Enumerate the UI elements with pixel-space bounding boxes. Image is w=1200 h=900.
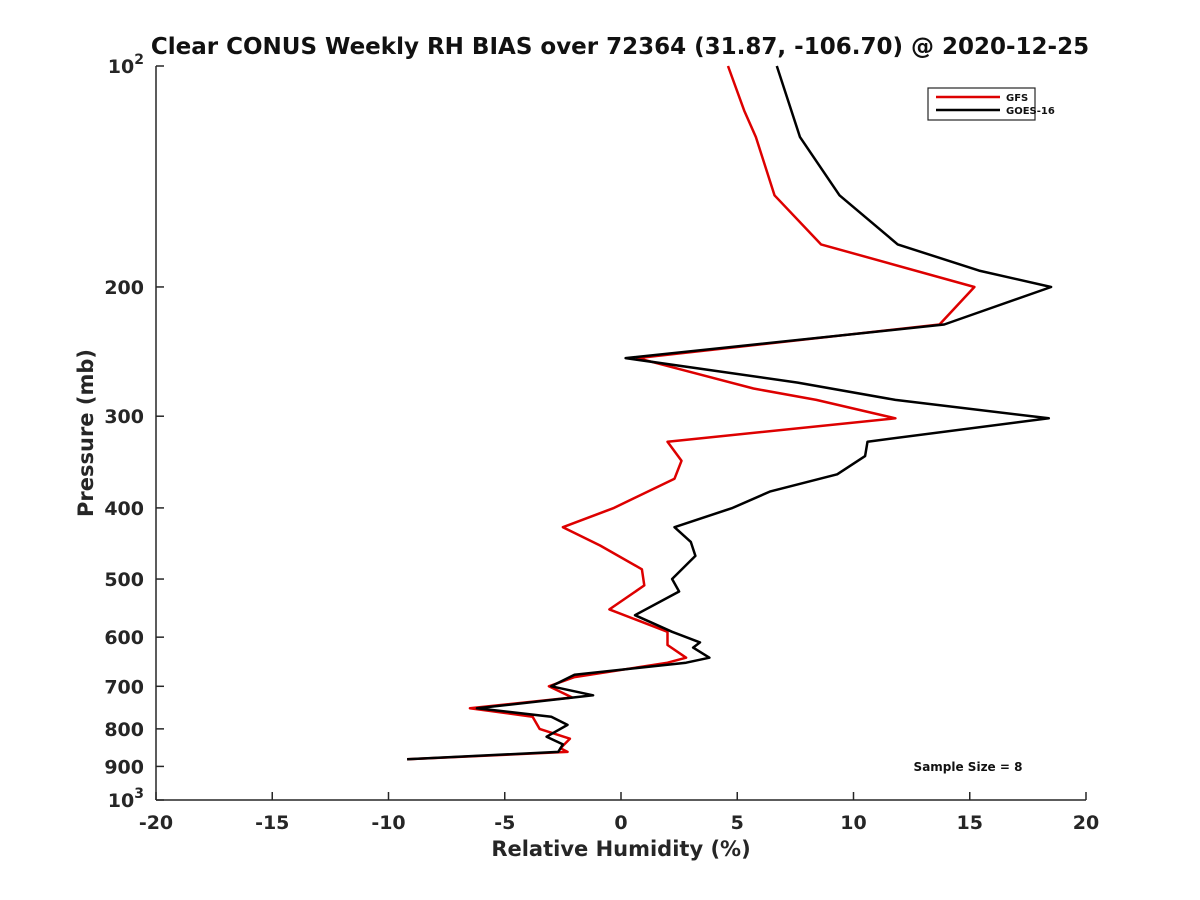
x-tick-label: -20 [139,812,173,834]
y-tick-label: 500 [104,569,144,591]
series-line-gfs [407,65,976,761]
legend-box [927,87,1036,121]
series-layer [407,65,1053,761]
chart-title: Clear CONUS Weekly RH BIAS over 72364 (3… [151,34,1089,60]
y-tick-label: 800 [104,719,144,741]
y-tick-label: 600 [104,627,144,649]
series-line-goes-16 [407,65,1053,761]
y-ticks: 102 200 300 400 500 600 700 800 900 103 [104,52,164,812]
y-axis-label: Pressure (mb) [74,349,98,517]
y-tick-label: 900 [104,756,144,778]
x-tick-label: 0 [614,812,627,834]
legend-gfs-label: GFS [1006,93,1028,104]
x-ticks: -20 -15 -10 -5 0 5 10 15 20 [139,792,1099,834]
plot-axes [155,66,1086,801]
y-tick-label: 300 [104,406,144,428]
y-tick-label: 103 [108,786,144,812]
x-tick-label: -10 [371,812,405,834]
x-tick-label: 15 [957,812,983,834]
x-tick-label: -5 [494,812,515,834]
x-tick-label: 5 [731,812,744,834]
y-tick-label: 700 [104,676,144,698]
legend-goes16-label: GOES-16 [1006,106,1055,117]
x-tick-label: -15 [255,812,289,834]
x-tick-label: 20 [1073,812,1099,834]
y-tick-label: 200 [104,277,144,299]
y-tick-label: 102 [108,52,144,78]
legend: GFS GOES-16 [927,87,1055,121]
x-axis-label: Relative Humidity (%) [491,837,750,861]
y-tick-label: 400 [104,498,144,520]
x-tick-label: 10 [840,812,866,834]
sample-size-annotation: Sample Size = 8 [914,760,1023,774]
